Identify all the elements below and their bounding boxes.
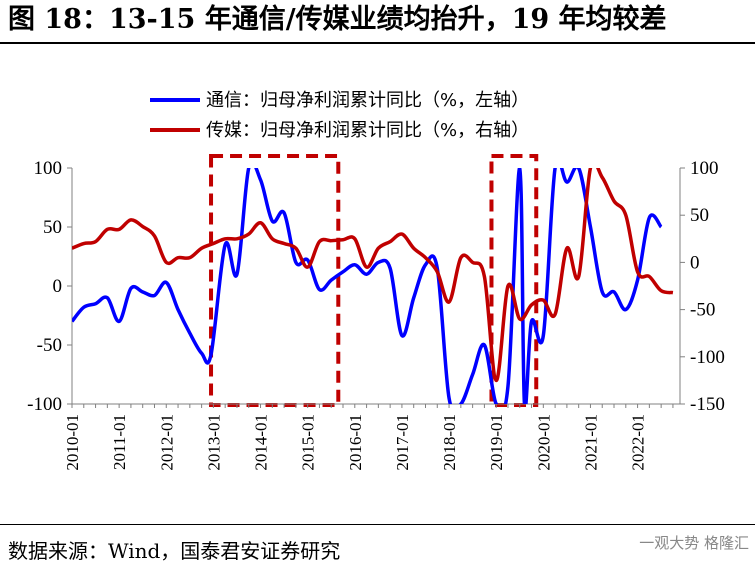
x-tick-label: 2022-01 [629, 414, 648, 471]
x-tick-label: 2020-01 [534, 414, 553, 471]
x-tick-label: 2014-01 [252, 414, 271, 471]
watermark: 一观大势 格隆汇 [639, 534, 749, 552]
x-tick-label: 2015-01 [299, 414, 318, 471]
x-tick-label: 2021-01 [581, 414, 600, 471]
right-tick-label: 100 [690, 158, 719, 179]
axes: 100 50 0 -50 -100 100 50 0 -50 -100 -150 2010-01 201… [27, 158, 725, 471]
right-tick-label: 0 [690, 252, 700, 273]
left-tick-label: 50 [43, 217, 62, 238]
highlight-box [209, 154, 341, 407]
title-rule [0, 42, 755, 44]
highlight-box [489, 154, 539, 407]
x-tick-label: 2017-01 [393, 414, 412, 471]
legend: 通信：归母净利润累计同比（%，左轴） 传媒：归母净利润累计同比（%，右轴） [150, 90, 529, 141]
highlight-boxes [209, 154, 539, 407]
legend-label: 传媒：归母净利润累计同比（%，右轴） [206, 120, 529, 141]
footer-rule [0, 524, 755, 525]
x-tick-label: 2013-01 [204, 414, 223, 471]
series-line-telecom [72, 168, 663, 404]
left-tick-label: 100 [34, 158, 63, 179]
right-tick-label: -100 [690, 347, 725, 368]
x-tick-label: 2012-01 [157, 414, 176, 471]
left-tick-label: -50 [37, 335, 62, 356]
right-tick-label: -50 [690, 300, 715, 321]
x-tick-label: 2019-01 [487, 414, 506, 471]
x-tick-label: 2010-01 [63, 414, 82, 471]
right-tick-label: 50 [690, 205, 709, 226]
left-tick-label: -100 [27, 394, 62, 415]
source-note: 数据来源：Wind，国泰君安证券研究 [8, 539, 341, 563]
x-tick-label: 2016-01 [346, 414, 365, 471]
legend-label: 通信：归母净利润累计同比（%，左轴） [206, 90, 529, 111]
series-line-media [72, 168, 674, 383]
series-lines [72, 168, 674, 404]
chart-canvas: 通信：归母净利润累计同比（%，左轴） 传媒：归母净利润累计同比（%，右轴） 100… [27, 90, 725, 471]
x-tick-label: 2018-01 [440, 414, 459, 471]
right-tick-label: -150 [690, 394, 725, 415]
chart-title: 图 18：13-15 年通信/传媒业绩均抬升，19 年均较差 [8, 4, 667, 35]
left-tick-label: 0 [53, 276, 63, 297]
x-tick-label: 2011-01 [110, 414, 129, 470]
